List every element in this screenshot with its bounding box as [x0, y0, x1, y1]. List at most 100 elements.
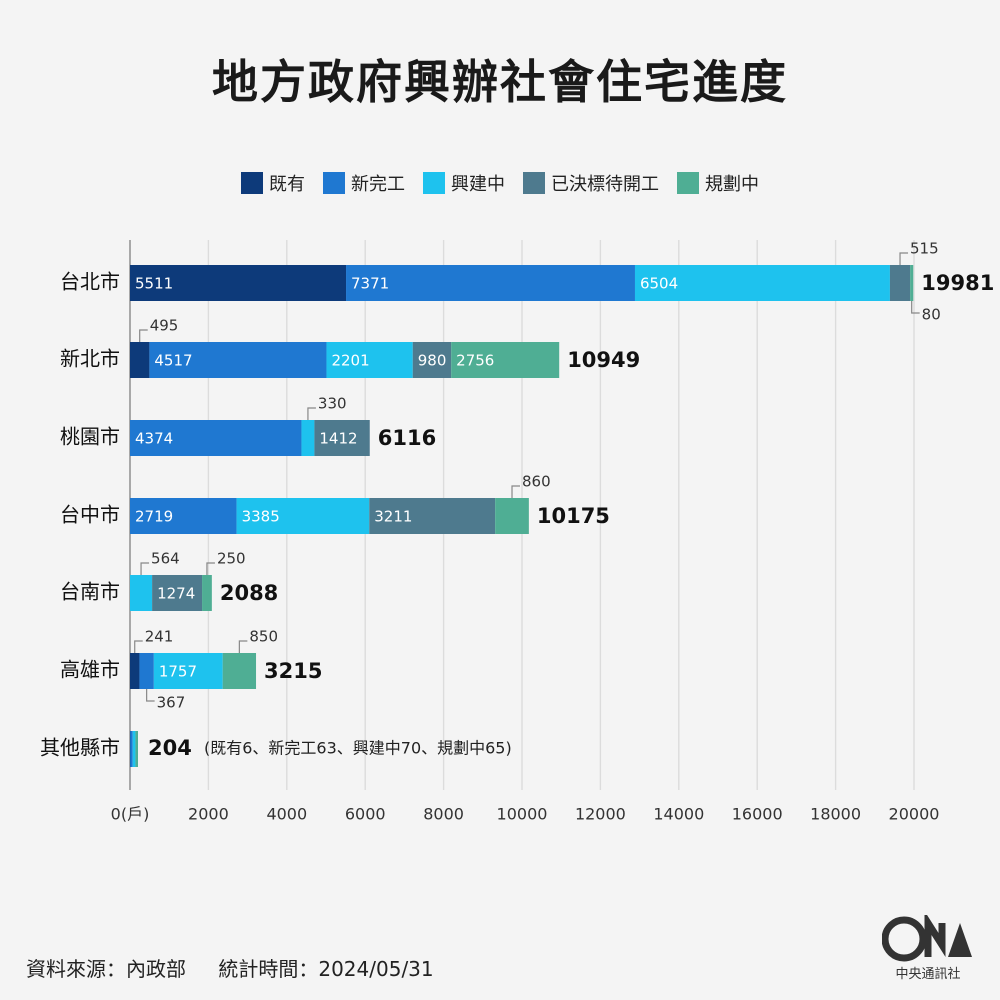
- bar-value-label: 2719: [135, 508, 173, 526]
- bar-value-label: 2756: [456, 352, 494, 370]
- legend-swatch: [523, 172, 545, 194]
- stacked-bar-chart: 0(戶) 2000 4000 6000 8000 10000 12000 14000 16000…: [40, 240, 994, 824]
- x-tick-label: 10000: [497, 805, 548, 824]
- bar-value-label: 6504: [640, 275, 678, 293]
- legend-swatch: [241, 172, 263, 194]
- leader-line: [911, 301, 920, 314]
- legend-item: 規劃中: [677, 170, 759, 196]
- category-label: 新北市: [60, 347, 120, 371]
- stat-time: 統計時間：2024/05/31: [218, 957, 434, 981]
- bar-segment: [326, 342, 413, 378]
- chart-legend: 既有 新完工 興建中 已決標待開工 規劃中: [0, 170, 1000, 196]
- page-title: 地方政府興辦社會住宅進度: [212, 55, 788, 109]
- category-label: 高雄市: [60, 658, 120, 682]
- logo-text: 中央通訊社: [895, 967, 961, 982]
- x-tick-label: 16000: [732, 805, 783, 824]
- legend-swatch: [423, 172, 445, 194]
- bar-total-label: 204: [148, 736, 192, 760]
- other-note: (既有6、新完工63、興建中70、規劃中65): [204, 739, 512, 758]
- category-label: 台中市: [60, 503, 120, 527]
- bar-total-label: 6116: [378, 426, 436, 450]
- leader-line: [139, 329, 148, 342]
- legend-label: 新完工: [351, 174, 405, 195]
- x-tick-label: 0(戶): [111, 805, 150, 824]
- bar-value-label: 5511: [135, 275, 173, 293]
- bar-segment: [130, 265, 347, 301]
- bar-value-label: 980: [418, 352, 447, 370]
- x-tick-label: 18000: [810, 805, 861, 824]
- legend-label: 已決標待開工: [551, 174, 659, 195]
- bar-total-label: 19981: [921, 271, 994, 295]
- bar-value-label: 4374: [135, 430, 173, 448]
- bar-segment: [412, 342, 452, 378]
- bar-segment: [222, 653, 257, 689]
- leader-line: [134, 640, 143, 653]
- bar-total-label: 10175: [537, 504, 610, 528]
- bar-segment: [130, 420, 302, 456]
- bar-segment: [634, 265, 890, 301]
- leader-line: [307, 407, 316, 420]
- bar-segment: [139, 653, 154, 689]
- bar-value-label: 2201: [331, 352, 369, 370]
- bar-segment: [153, 653, 223, 689]
- category-label: 台南市: [60, 580, 120, 604]
- bar-segment: [889, 265, 911, 301]
- cna-logo-mark: [881, 910, 972, 962]
- bar-segment: [130, 731, 133, 767]
- bar-segment: [135, 731, 138, 767]
- source-label: 資料來源：內政部: [26, 957, 186, 981]
- bar-segment: [130, 575, 153, 611]
- legend-item: 興建中: [423, 170, 505, 196]
- legend-swatch: [677, 172, 699, 194]
- leader-line: [899, 252, 909, 265]
- x-tick-label: 12000: [575, 805, 626, 824]
- x-tick-label: 2000: [188, 805, 229, 824]
- bar-segment: [236, 498, 370, 534]
- legend-item: 已決標待開工: [523, 170, 659, 196]
- x-tick-label: 4000: [266, 805, 307, 824]
- bar-value-label: 1274: [157, 585, 195, 603]
- leader-line: [146, 689, 155, 702]
- legend-label: 興建中: [451, 174, 505, 195]
- leader-line: [140, 562, 150, 575]
- x-tick-label: 20000: [889, 805, 940, 824]
- bar-segment: [369, 498, 496, 534]
- bar-value-label: 330: [318, 395, 347, 413]
- bar-value-label: 495: [150, 317, 179, 335]
- cna-logo: 中央通訊社: [881, 910, 982, 985]
- category-label: 其他縣市: [40, 736, 120, 760]
- bar-value-label: 515: [910, 240, 939, 258]
- bar-value-label: 1757: [159, 663, 197, 681]
- bar-value-label: 80: [922, 306, 941, 324]
- leader-line: [511, 485, 521, 498]
- x-tick-label: 8000: [423, 805, 464, 824]
- bar-value-label: 367: [157, 694, 186, 712]
- leader-line: [206, 562, 215, 575]
- category-label: 桃園市: [60, 425, 120, 449]
- category-label: 台北市: [60, 270, 120, 294]
- bar-segment: [202, 575, 212, 611]
- bar-segment: [346, 265, 635, 301]
- bar-total-label: 2088: [220, 581, 278, 605]
- legend-label: 既有: [269, 174, 305, 195]
- bar-segment: [451, 342, 560, 378]
- source-note: 資料來源：內政部 統計時間：2024/05/31: [26, 953, 460, 982]
- bar-value-label: 250: [217, 550, 246, 568]
- bar-segment: [314, 420, 370, 456]
- bar-segment: [149, 342, 327, 378]
- bar-value-label: 850: [249, 628, 278, 646]
- bar-segment: [130, 342, 150, 378]
- leader-line: [238, 640, 248, 653]
- bar-segment: [130, 653, 140, 689]
- x-tick-label: 14000: [653, 805, 704, 824]
- bar-segment: [495, 498, 529, 534]
- x-tick-label: 6000: [345, 805, 386, 824]
- legend-item: 既有: [241, 170, 305, 196]
- bar-value-label: 1412: [319, 430, 357, 448]
- legend-label: 規劃中: [705, 174, 759, 195]
- bar-value-label: 4517: [154, 352, 192, 370]
- legend-item: 新完工: [323, 170, 405, 196]
- bar-segment: [152, 575, 203, 611]
- bar-segment: [132, 731, 136, 767]
- bar-segment: [301, 420, 315, 456]
